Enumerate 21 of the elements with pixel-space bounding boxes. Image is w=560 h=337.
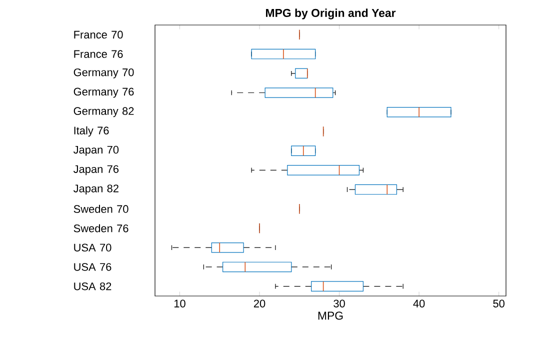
y-tick-label: Germany 82 (74, 107, 134, 118)
y-tick-label: USA 76 (74, 263, 112, 271)
y-tick-label: France 76 (74, 50, 123, 58)
y-tick-label: Japan 82 (73, 184, 118, 194)
y-tick-label: Germany 76 (74, 88, 134, 98)
x-tick-label: 40 (413, 300, 425, 308)
y-tick-label: Japan 70 (73, 146, 119, 156)
x-tick-label: 30 (334, 300, 345, 308)
x-axis-title: MPG (318, 312, 343, 320)
chart-title: MPG by Origin and Year (266, 8, 396, 20)
y-tick-label: Sweden 76 (74, 224, 128, 232)
y-tick-label: Italy 76 (74, 126, 109, 137)
y-tick-label: Germany 70 (74, 68, 134, 78)
y-tick-label: Sweden 70 (74, 204, 128, 213)
y-tick-label: USA 70 (74, 244, 112, 252)
x-tick-label: 10 (174, 300, 186, 308)
y-tick-label: USA 82 (74, 282, 112, 290)
x-tick-label: 50 (493, 300, 504, 308)
y-tick-label: France 70 (74, 30, 123, 39)
y-tick-label: Japan 76 (73, 165, 119, 176)
x-tick-label: 20 (254, 300, 266, 308)
